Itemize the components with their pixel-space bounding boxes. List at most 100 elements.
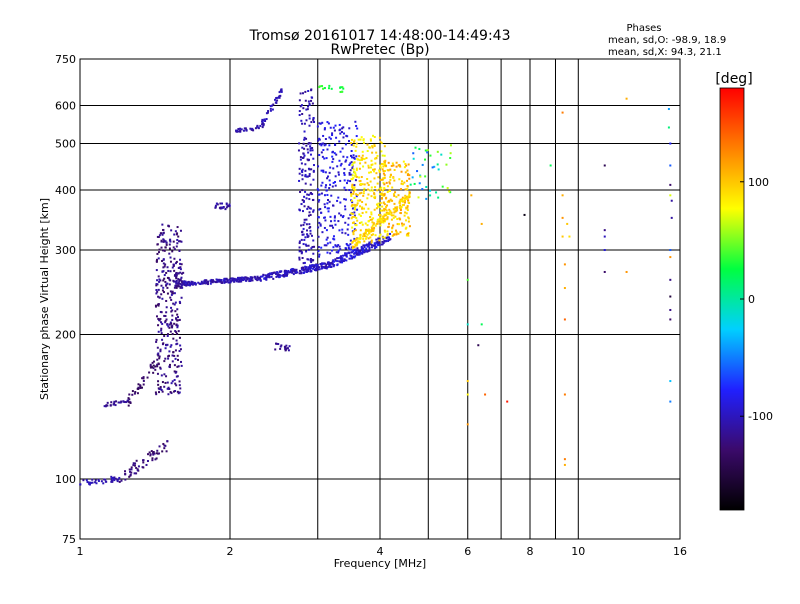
data-point: [261, 126, 264, 129]
data-point: [356, 208, 359, 211]
data-point: [364, 161, 367, 164]
data-point: [166, 334, 169, 337]
data-point: [320, 265, 323, 268]
data-point: [380, 141, 383, 144]
data-point: [308, 211, 311, 214]
data-point: [386, 230, 389, 233]
data-point: [130, 468, 133, 471]
data-point: [338, 212, 341, 215]
data-point: [358, 213, 361, 216]
data-point: [180, 296, 183, 299]
data-point: [165, 344, 168, 347]
data-point: [348, 189, 351, 192]
data-point: [156, 279, 159, 282]
data-point: [401, 196, 404, 199]
data-point: [362, 237, 365, 240]
data-point: [168, 252, 171, 255]
data-point: [285, 269, 288, 272]
data-point: [388, 182, 391, 185]
data-point: [117, 401, 120, 404]
data-point: [134, 391, 137, 394]
data-point: [373, 242, 376, 245]
data-point: [142, 466, 145, 469]
data-point: [223, 278, 226, 281]
data-point: [275, 97, 278, 100]
data-point: [214, 204, 217, 207]
data-point: [308, 174, 311, 177]
data-point: [302, 233, 305, 236]
data-point: [264, 276, 267, 279]
data-point: [354, 223, 357, 226]
data-point: [171, 309, 174, 312]
data-point: [156, 290, 159, 293]
data-point: [293, 268, 296, 271]
data-point: [171, 292, 174, 295]
data-point: [130, 471, 133, 474]
data-point: [278, 91, 281, 94]
data-point: [174, 349, 177, 352]
data-point: [295, 268, 298, 271]
data-point: [466, 423, 469, 426]
data-point: [168, 323, 171, 326]
data-point: [173, 257, 176, 260]
data-point: [339, 132, 342, 135]
data-point: [175, 282, 178, 285]
data-point: [506, 400, 509, 403]
data-point: [354, 252, 357, 255]
data-point: [328, 179, 331, 182]
data-point: [304, 173, 307, 176]
data-point: [353, 207, 356, 210]
data-point: [350, 138, 353, 141]
data-point: [331, 155, 334, 158]
data-point: [335, 136, 338, 139]
data-point: [311, 193, 314, 196]
data-point: [332, 181, 335, 184]
data-point: [305, 144, 308, 147]
data-point: [337, 171, 340, 174]
data-point: [380, 197, 383, 200]
data-point: [156, 358, 159, 361]
data-point: [127, 397, 130, 400]
data-point: [304, 90, 307, 93]
data-point: [304, 99, 307, 102]
data-point: [424, 175, 427, 178]
data-point: [321, 155, 324, 158]
data-point: [320, 211, 323, 214]
data-point: [142, 383, 145, 386]
data-point: [404, 197, 407, 200]
data-point: [197, 281, 200, 284]
data-point: [669, 318, 672, 321]
data-point: [374, 224, 377, 227]
data-point: [355, 169, 358, 172]
data-point: [136, 387, 139, 390]
data-point: [179, 229, 182, 232]
data-point: [331, 224, 334, 227]
data-point: [360, 156, 363, 159]
colorbar-tick-label: -100: [748, 410, 773, 423]
data-point: [323, 216, 326, 219]
data-point: [209, 282, 212, 285]
data-point: [161, 223, 164, 226]
data-point: [395, 231, 398, 234]
data-point: [179, 344, 182, 347]
data-point: [302, 227, 305, 230]
data-point: [353, 228, 356, 231]
data-point: [100, 480, 103, 483]
data-point: [161, 270, 164, 273]
data-point: [151, 459, 154, 462]
data-point: [230, 277, 233, 280]
data-point: [406, 179, 409, 182]
data-point: [157, 295, 160, 298]
data-point: [378, 169, 381, 172]
data-point: [384, 220, 387, 223]
data-point: [326, 177, 329, 180]
data-point: [251, 127, 254, 130]
data-point: [349, 191, 352, 194]
y-tick-label: 600: [55, 100, 76, 113]
data-point: [227, 281, 230, 284]
data-point: [379, 220, 382, 223]
data-point: [119, 401, 122, 404]
data-point: [376, 154, 379, 157]
data-point: [323, 144, 326, 147]
data-point: [298, 172, 301, 175]
